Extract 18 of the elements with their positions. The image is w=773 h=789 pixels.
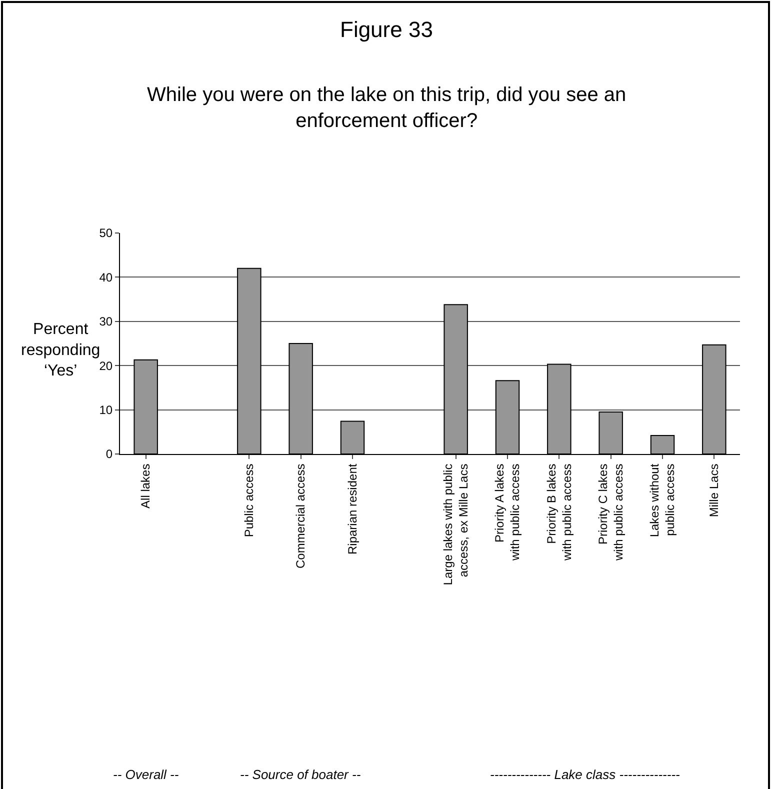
y-axis-title: Percent responding ‘Yes’ bbox=[21, 321, 100, 380]
y-tick-label: 40 bbox=[99, 270, 113, 284]
text: -- Source of boater -- bbox=[240, 767, 362, 782]
x-tick-label: Riparian resident bbox=[345, 463, 360, 555]
x-tick-label: Large lakes with public access, ex Mille Lacs bbox=[440, 464, 471, 586]
y-tick-label: 30 bbox=[99, 314, 113, 329]
chart-subtitle: While you were on the lake on this trip, did you see an enforcement officer? bbox=[147, 84, 626, 132]
y-tick-label: 0 bbox=[106, 447, 113, 462]
text: -- Overall -- bbox=[113, 767, 180, 782]
chart-title: Figure 33 bbox=[340, 17, 433, 42]
y-tick-label: 10 bbox=[99, 403, 113, 417]
y-tick-label: 20 bbox=[99, 358, 113, 373]
x-tick-label: Commercial access bbox=[294, 464, 308, 569]
x-tick-label: Mille Lacs bbox=[707, 464, 722, 518]
x-tick-label: All lakes bbox=[138, 464, 153, 508]
text: -------------- Lake class -------------- bbox=[490, 767, 681, 782]
y-tick-label: 50 bbox=[99, 226, 113, 240]
x-tick-label: Public access bbox=[242, 464, 256, 538]
